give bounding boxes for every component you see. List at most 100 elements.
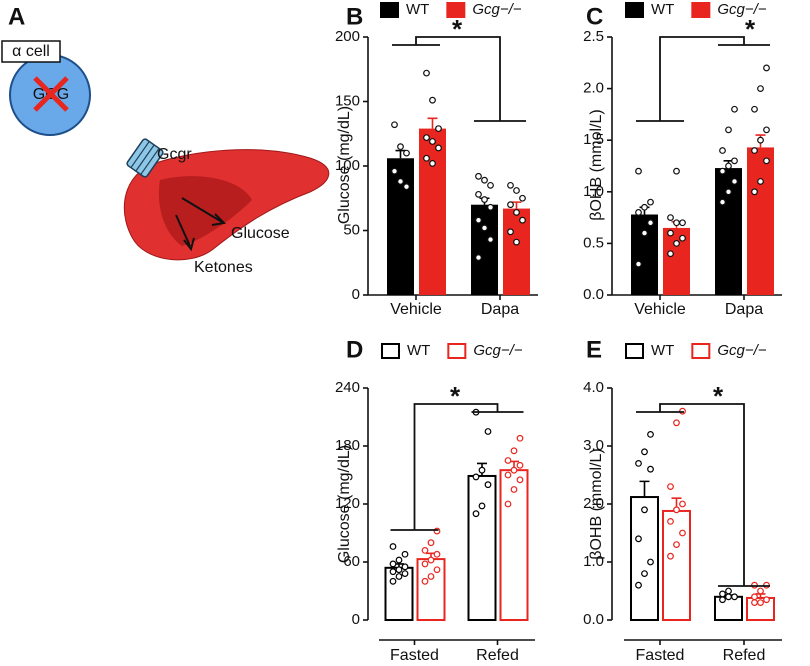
data-point: [389, 577, 397, 585]
data-point: [401, 570, 409, 577]
legend-swatch: [625, 343, 644, 359]
data-point: [719, 167, 726, 175]
significance-bracket: [390, 403, 524, 531]
data-point: [433, 566, 441, 574]
data-point: [757, 85, 764, 92]
data-point: [427, 539, 435, 547]
y-tick-label: 0: [352, 611, 360, 628]
x-tick-label: Refed: [476, 647, 519, 664]
y-axis-label: Glucose (mg/dL): [336, 106, 353, 224]
data-point: [641, 570, 648, 577]
y-tick-label: 200: [335, 28, 360, 45]
data-point: [751, 593, 758, 601]
data-point: [679, 219, 686, 227]
legend-swatch: [447, 343, 467, 359]
data-point: [484, 428, 492, 435]
data-point: [635, 167, 642, 175]
y-tick-label: 2.5: [583, 28, 604, 45]
data-point: [667, 483, 674, 491]
receptor-label: Gcgr: [157, 146, 192, 163]
data-point: [395, 556, 403, 564]
data-point: [757, 178, 764, 185]
data-point: [719, 198, 726, 206]
panel-letter: D: [346, 336, 363, 363]
error-bar: [511, 201, 522, 209]
data-point: [391, 121, 398, 129]
panel-letter: B: [346, 3, 363, 30]
data-point: [641, 506, 648, 514]
data-point: [389, 568, 397, 576]
y-axis-label: βOHB (mmol/L): [588, 448, 605, 559]
data-point: [389, 543, 397, 550]
data-point: [757, 136, 764, 144]
data-point: [751, 599, 758, 606]
significance-bracket: [392, 36, 526, 122]
legend-label: WT: [651, 342, 674, 359]
data-point: [635, 260, 642, 268]
data-point: [472, 510, 480, 518]
significance-star: *: [450, 381, 461, 411]
data-point: [475, 172, 482, 180]
data-point: [433, 550, 441, 558]
data-point: [510, 486, 518, 493]
panel-letter: A: [8, 3, 25, 30]
significance-star: *: [745, 14, 756, 44]
y-tick-label: 240: [335, 379, 360, 396]
legend-swatch: [691, 2, 711, 18]
bar: [662, 509, 691, 621]
data-point: [725, 593, 732, 601]
data-point: [673, 239, 680, 247]
bar: [503, 208, 530, 295]
bar: [471, 204, 498, 295]
data-point: [763, 64, 770, 72]
significance-star: *: [452, 14, 463, 44]
bar: [747, 147, 774, 295]
data-point: [667, 552, 674, 560]
y-tick-label: 120: [335, 495, 360, 512]
data-point: [421, 560, 429, 568]
data-point: [513, 209, 520, 216]
data-point: [481, 176, 488, 184]
data-point: [435, 125, 442, 132]
data-point: [751, 105, 758, 113]
panel-a: A α cell GCG Gcgr Glucose Ketones: [1, 3, 330, 276]
significance-star: *: [713, 381, 724, 411]
data-point: [429, 96, 436, 104]
data-point: [635, 581, 642, 589]
data-point: [510, 466, 518, 474]
significance-bracket: [636, 403, 770, 587]
data-point: [641, 203, 648, 211]
cell-label-box: [1, 40, 61, 63]
data-point: [641, 448, 648, 456]
legend-swatch: [625, 2, 644, 18]
data-point: [667, 229, 674, 237]
y-tick-label: 0.5: [583, 234, 604, 251]
y-tick-label: 50: [343, 221, 360, 238]
y-tick-label: 0: [352, 286, 360, 303]
data-point: [475, 216, 482, 224]
y-tick-label: 2.0: [583, 495, 604, 512]
data-point: [507, 181, 514, 189]
data-point: [423, 154, 430, 162]
bar: [715, 168, 742, 295]
data-point: [516, 434, 524, 442]
bar: [416, 558, 446, 621]
data-point: [427, 556, 435, 564]
data-point: [478, 466, 486, 474]
data-point: [647, 431, 654, 438]
legend-swatch: [381, 343, 400, 359]
x-tick-label: Vehicle: [390, 301, 442, 318]
data-point: [389, 560, 397, 568]
data-point: [504, 471, 512, 479]
data-point: [516, 476, 524, 484]
data-point: [427, 573, 435, 580]
data-point: [751, 188, 758, 196]
y-tick-label: 2.0: [583, 80, 604, 97]
ketones-label: Ketones: [194, 259, 253, 276]
data-point: [667, 250, 674, 258]
legend-label: WT: [651, 1, 674, 18]
x-tick-label: Dapa: [725, 301, 763, 318]
data-point: [719, 147, 726, 154]
